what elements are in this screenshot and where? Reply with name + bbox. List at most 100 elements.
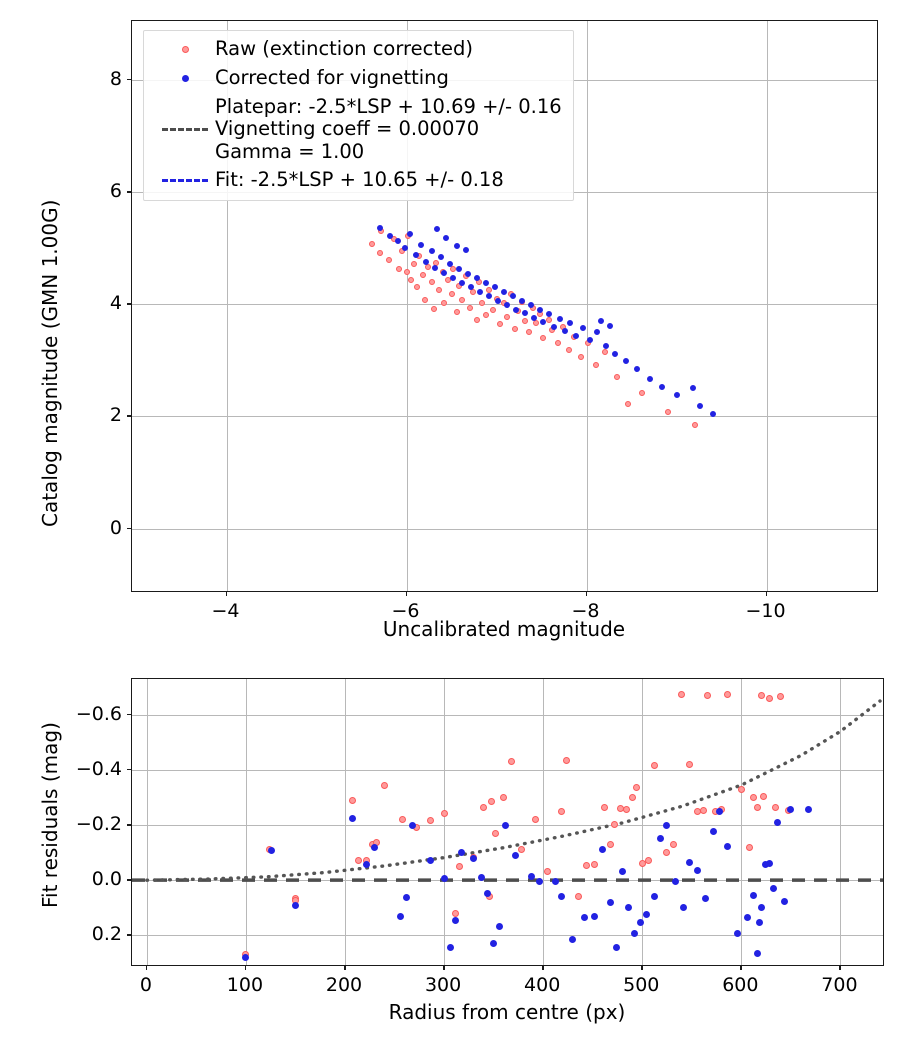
ytick-mark xyxy=(127,713,131,716)
data-point-corrected xyxy=(551,878,559,886)
data-point-corrected xyxy=(468,284,475,291)
data-point-corrected xyxy=(412,251,419,258)
data-point-raw xyxy=(488,798,496,806)
xtick-mark xyxy=(405,592,407,596)
data-point-corrected xyxy=(606,322,613,329)
fit-lines-layer xyxy=(132,699,883,882)
data-point-raw xyxy=(525,329,532,336)
data-point-corrected xyxy=(689,385,696,392)
data-point-corrected xyxy=(464,270,471,277)
data-point-corrected xyxy=(662,821,670,829)
data-point-corrected xyxy=(511,851,519,859)
data-point-raw xyxy=(452,909,460,917)
xtick-label: 100 xyxy=(226,974,264,996)
calibration-xaxis-label: Uncalibrated magnitude xyxy=(382,617,626,641)
data-point-raw xyxy=(622,806,630,814)
gridline-vertical xyxy=(226,21,228,591)
legend-label-platepar-line2: Vignetting coeff = 0.00070 xyxy=(215,117,480,141)
data-point-corrected xyxy=(755,918,763,926)
data-point-corrected xyxy=(787,806,795,814)
data-point-corrected xyxy=(441,269,448,276)
data-point-raw xyxy=(441,300,448,307)
data-point-corrected xyxy=(432,265,439,272)
data-point-corrected xyxy=(569,935,577,943)
data-point-corrected xyxy=(672,878,680,886)
data-point-raw xyxy=(403,268,410,275)
data-point-raw xyxy=(624,401,631,408)
data-point-corrected xyxy=(765,859,773,867)
data-point-corrected xyxy=(567,320,574,327)
data-point-corrected xyxy=(646,376,653,383)
data-point-raw xyxy=(583,861,591,869)
data-point-corrected xyxy=(551,323,558,330)
data-point-corrected xyxy=(450,275,457,282)
data-point-raw xyxy=(745,843,753,851)
gridline-vertical xyxy=(766,21,768,591)
xtick-label: −8 xyxy=(571,600,600,622)
ytick-mark xyxy=(127,303,131,305)
data-point-corrected xyxy=(417,241,424,248)
data-point-corrected xyxy=(401,245,408,252)
data-point-corrected xyxy=(504,302,511,309)
data-point-corrected xyxy=(394,238,401,245)
xtick-mark xyxy=(225,592,227,596)
gridline-horizontal xyxy=(132,528,877,530)
data-point-corrected xyxy=(387,232,394,239)
data-point-raw xyxy=(545,316,552,323)
data-point-raw xyxy=(511,325,518,332)
data-point-raw xyxy=(381,781,389,789)
data-point-raw xyxy=(410,260,417,267)
data-point-corrected xyxy=(633,366,640,373)
gridline-horizontal xyxy=(132,416,877,418)
gridline-horizontal xyxy=(132,714,883,716)
data-point-corrected xyxy=(757,903,765,911)
ytick-label: 0 xyxy=(109,516,122,539)
data-point-corrected xyxy=(531,314,538,321)
data-point-corrected xyxy=(624,904,632,912)
data-point-corrected xyxy=(482,279,489,286)
data-point-raw xyxy=(507,757,515,765)
data-point-corrected xyxy=(753,949,761,957)
data-point-corrected xyxy=(518,297,525,304)
gridline-vertical xyxy=(543,679,545,965)
data-point-corrected xyxy=(749,891,757,899)
data-point-corrected xyxy=(522,310,529,317)
data-point-raw xyxy=(517,845,525,853)
data-point-corrected xyxy=(686,858,694,866)
data-point-corrected xyxy=(446,944,454,952)
data-point-raw xyxy=(757,692,765,700)
xtick-label: 400 xyxy=(524,974,561,996)
data-point-corrected xyxy=(680,903,688,911)
data-point-corrected xyxy=(581,913,589,921)
xtick-mark xyxy=(145,966,148,970)
residuals-xaxis-label: Radius from centre (px) xyxy=(388,1000,626,1024)
legend-marker-raw xyxy=(155,45,215,53)
xtick-label: 0 xyxy=(139,974,152,996)
data-point-corrected xyxy=(591,912,599,920)
legend-label-raw: Raw (extinction corrected) xyxy=(215,37,473,60)
xtick-mark xyxy=(585,592,587,596)
legend-label-corrected: Corrected for vignetting xyxy=(215,65,449,89)
ytick-mark xyxy=(127,191,131,193)
data-point-corrected xyxy=(527,872,535,880)
data-point-corrected xyxy=(428,248,435,255)
data-point-corrected xyxy=(502,822,510,830)
xtick-mark xyxy=(839,966,841,970)
xtick-label: 200 xyxy=(325,974,363,996)
xtick-label: 700 xyxy=(821,974,858,996)
data-point-raw xyxy=(601,349,608,356)
xtick-mark xyxy=(443,966,445,970)
data-point-corrected xyxy=(407,230,414,237)
residuals-plot-area xyxy=(132,679,883,965)
data-point-corrected xyxy=(426,857,434,865)
gridline-vertical xyxy=(245,679,247,965)
data-point-corrected xyxy=(696,403,703,410)
data-point-corrected xyxy=(773,819,781,827)
data-point-raw xyxy=(531,816,539,824)
gridline-vertical xyxy=(345,679,347,965)
data-point-corrected xyxy=(694,867,702,875)
data-point-corrected xyxy=(702,894,710,902)
data-point-raw xyxy=(433,259,440,266)
data-point-raw xyxy=(522,318,529,325)
data-point-raw xyxy=(662,849,670,857)
